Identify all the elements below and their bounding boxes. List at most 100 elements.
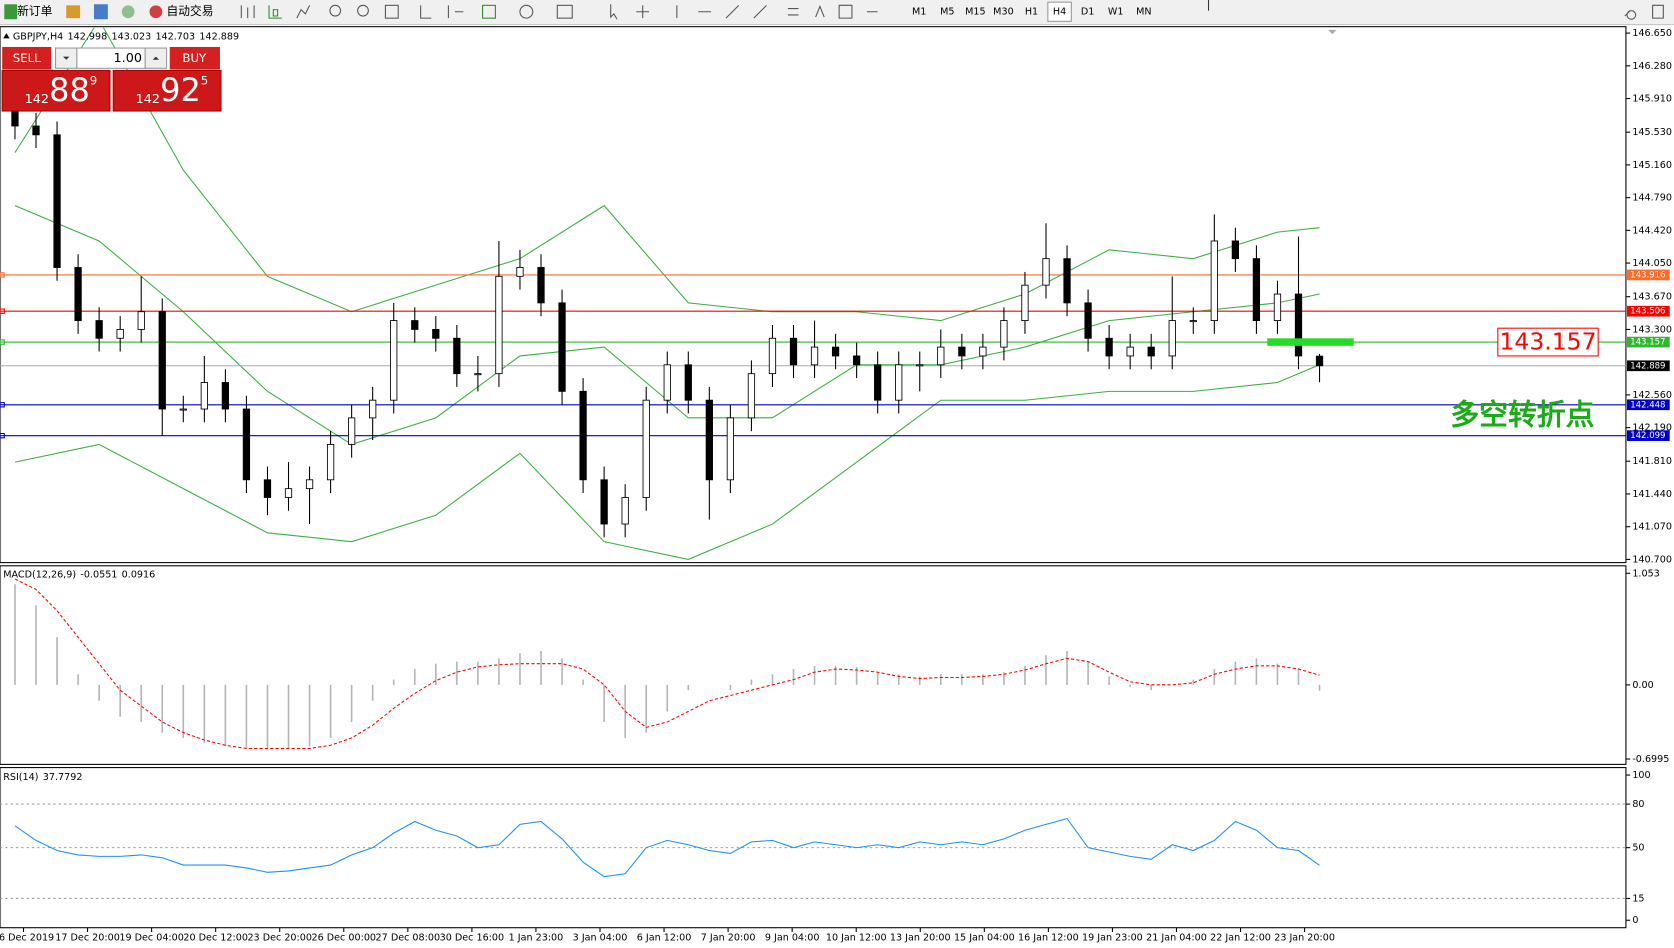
candle-body [789,337,798,366]
bid-box[interactable] [1,69,111,112]
toolbar [0,0,1674,25]
timeframe-button[interactable]: D1 [1081,7,1095,18]
current-price-tag [1627,360,1670,372]
candle-body [432,328,440,339]
level-price-label: 142.099 [1630,431,1665,441]
bars-icon[interactable] [240,5,255,19]
timeframe-button[interactable]: H4 [1053,7,1066,18]
indicator-name: RSI(14) [3,772,38,783]
candle-body [1294,293,1303,357]
candle-body [1315,355,1324,367]
level-left-marker [0,308,5,314]
candle-body [495,275,503,375]
current-price-label: 142.889 [1630,361,1665,371]
timeframe-button[interactable]: M15 [965,7,986,18]
candle-body [621,497,629,525]
zoom-out-icon[interactable] [357,4,369,17]
y-tick-label: 144.790 [1632,193,1672,204]
y-tick-label: 143.670 [1632,292,1672,303]
indicators-icon[interactable] [482,4,496,19]
timeframe-button[interactable]: M30 [993,7,1013,18]
level-price-label: 143.506 [1630,307,1665,317]
level-price-tag [1627,430,1670,441]
tile-icon[interactable] [384,4,399,19]
timeframe-button[interactable]: M1 [912,7,926,18]
x-tick-label: 13 Jan 20:00 [890,932,951,943]
drawing-icons[interactable] [610,4,878,20]
candle-body [810,346,819,366]
y-tick-label: 144.420 [1632,225,1672,236]
search-icons[interactable] [1624,4,1664,20]
tool-icon[interactable] [66,5,81,19]
candle-body [600,479,608,525]
line-icon[interactable] [296,5,311,19]
zoom-in-icon[interactable] [329,4,342,17]
candle-body [1231,240,1240,260]
turning-point-bar [1267,338,1354,346]
bid-fraction: 9 [90,74,97,88]
x-tick-label: 23 Dec 20:00 [247,932,312,943]
macd-header: MACD(12,26,9) -0.0551 0.0916 [3,569,155,580]
buy-button[interactable] [169,46,220,70]
sell-button[interactable] [2,46,52,70]
chart-header: GBPJPY,H4 142.998 143.023 142.703 142.889 [13,31,239,42]
tool-icon[interactable] [121,5,135,19]
candle-body [916,364,924,367]
candle-body [179,408,187,411]
candle-body [158,311,166,410]
macd-panel [0,565,1627,765]
auto-trading-button[interactable]: 自动交易 [167,4,214,18]
y-tick-label: 141.070 [1632,522,1672,533]
auto-trading-icon[interactable] [149,5,163,19]
timeframe-button[interactable]: M5 [940,7,954,18]
header-arrow [3,33,10,39]
y-tick-label: 15 [1632,893,1644,904]
y-tick-label: 140.700 [1632,554,1672,565]
candle-body [1042,258,1050,286]
tool-icon[interactable] [93,4,108,20]
candle-body [937,346,945,366]
candle-body [1189,320,1197,323]
y-tick-label: -0.6995 [1632,754,1669,765]
candle-body [453,337,461,375]
candle-body [1252,258,1261,322]
candle-body [1021,284,1029,322]
ohlc-value: 142.703 [155,31,195,42]
template-icon[interactable] [556,4,573,19]
sell-label: SELL [13,51,41,65]
price-panel [0,26,1627,564]
y-tick-label: 145.160 [1632,160,1672,171]
level-left-marker [0,402,5,408]
period-icon[interactable] [519,4,534,19]
candle-body [642,399,650,498]
bollinger-middle [14,205,1320,446]
y-tick-label: 142.190 [1632,423,1672,434]
buy-label: BUY [182,51,207,65]
candles-icon[interactable] [268,5,282,19]
level-price-label: 142.448 [1630,400,1665,410]
candle-body [53,134,61,268]
candle-body [663,364,671,401]
candle-body [1168,320,1176,357]
x-tick-label: 6 Jan 12:00 [637,932,692,943]
new-order-icon[interactable] [4,4,18,20]
x-tick-label: 23 Jan 20:00 [1274,932,1335,943]
y-tick-label: 80 [1632,799,1644,810]
scroll-icon[interactable] [420,5,464,19]
timeframe-button[interactable]: W1 [1108,7,1124,18]
candle-body [200,382,208,410]
candle-body [1126,346,1134,357]
timeframe-button[interactable]: MN [1136,7,1151,18]
ask-box[interactable] [112,69,222,112]
new-order-button[interactable]: 新订单 [17,4,52,18]
timeframe-button[interactable]: H1 [1025,7,1038,18]
y-tick-label: 143.300 [1632,324,1672,335]
candle-body [768,337,777,375]
bid-big-figure: 142 [25,92,49,107]
x-tick-label: 22 Jan 12:00 [1210,932,1271,943]
y-tick-label: 146.650 [1632,28,1672,39]
bollinger-lower [14,364,1320,560]
toolbar-icons[interactable] [240,4,1664,20]
